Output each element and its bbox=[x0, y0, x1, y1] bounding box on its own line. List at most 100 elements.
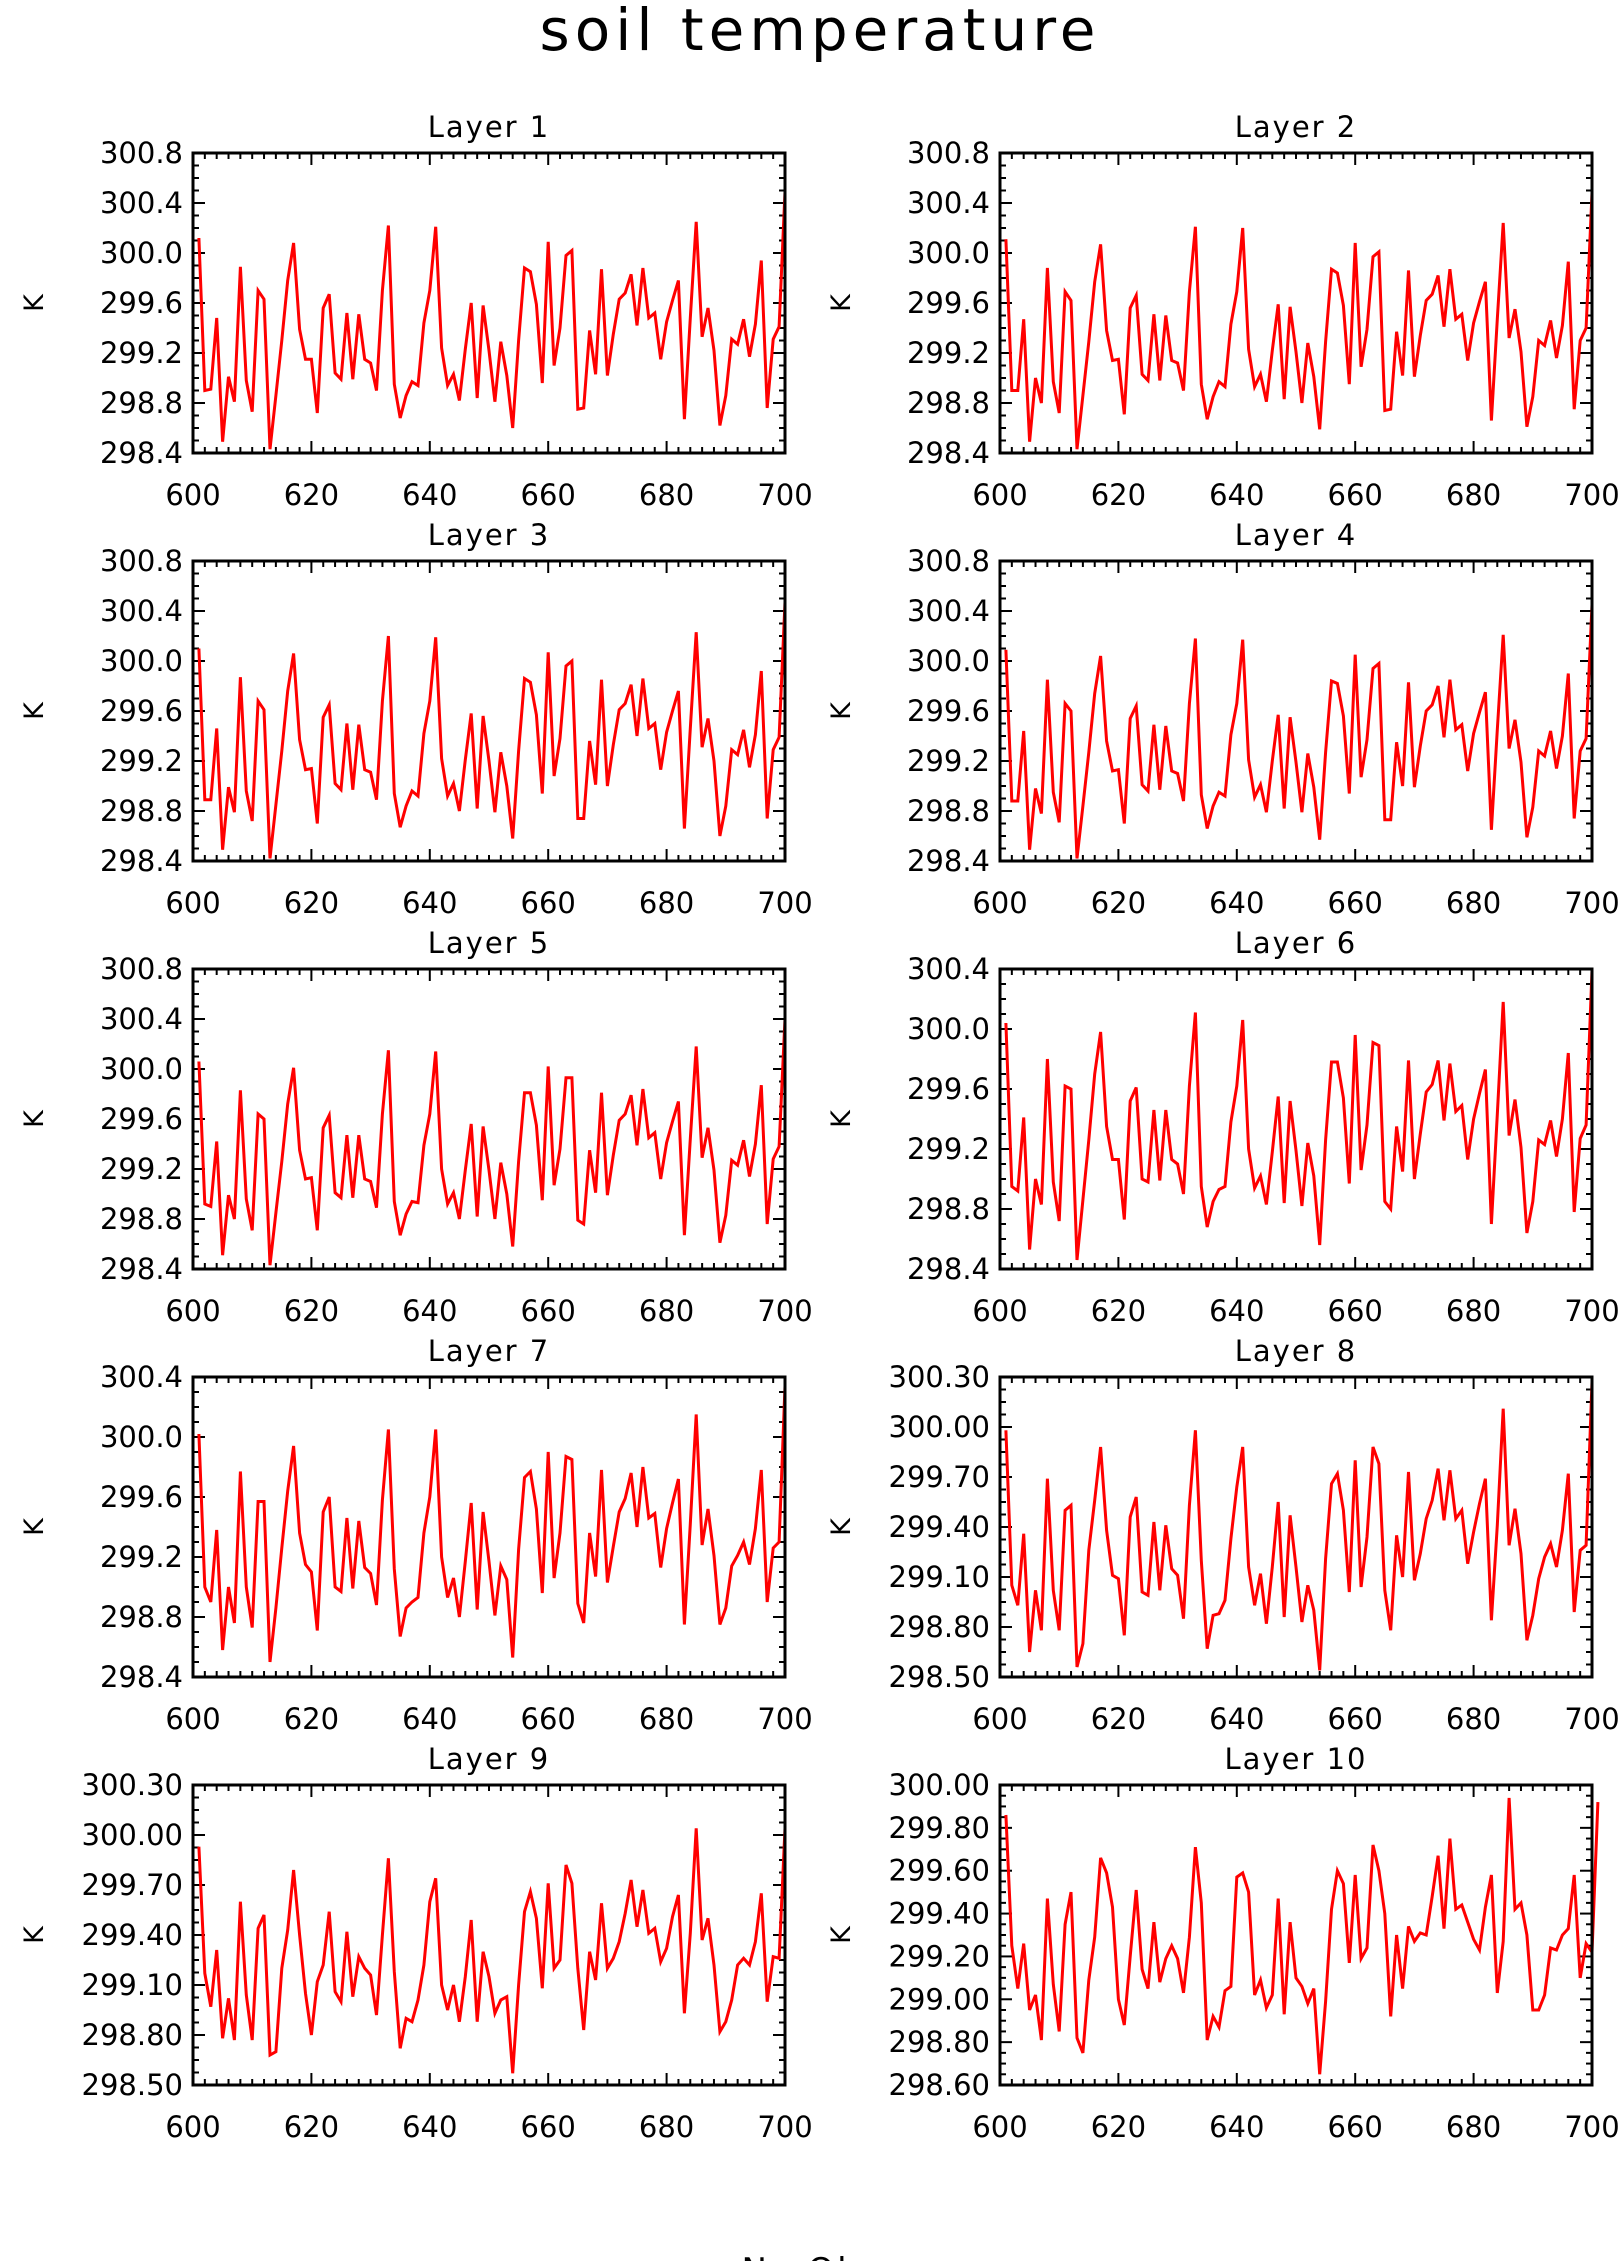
y-axis-label: K bbox=[826, 1925, 857, 1944]
panel-title: Layer 2 bbox=[1235, 110, 1358, 144]
y-tick-label: 300.8 bbox=[100, 952, 183, 986]
y-tick-label: 298.80 bbox=[889, 1610, 990, 1644]
y-axis-label: K bbox=[826, 1109, 857, 1128]
x-tick-label: 640 bbox=[1209, 886, 1264, 920]
y-tick-label: 300.4 bbox=[100, 1002, 183, 1036]
panel-title: Layer 4 bbox=[1235, 518, 1358, 552]
x-tick-label: 660 bbox=[1328, 1702, 1383, 1736]
x-tick-label: 660 bbox=[521, 1702, 576, 1736]
panel-title: Layer 7 bbox=[428, 1334, 551, 1368]
y-tick-label: 300.0 bbox=[100, 644, 183, 678]
y-tick-label: 299.6 bbox=[907, 694, 990, 728]
y-tick-label: 300.8 bbox=[100, 544, 183, 578]
x-tick-label: 680 bbox=[639, 886, 694, 920]
y-tick-label: 299.10 bbox=[82, 1968, 183, 2002]
x-tick-label: 640 bbox=[402, 2110, 457, 2144]
y-axis-label: K bbox=[19, 1517, 50, 1536]
series-line bbox=[1004, 604, 1594, 859]
x-tick-label: 680 bbox=[1446, 886, 1501, 920]
y-tick-label: 299.40 bbox=[82, 1918, 183, 1952]
y-tick-label: 298.8 bbox=[100, 386, 183, 420]
x-tick-label: 680 bbox=[639, 1702, 694, 1736]
y-axis-label: K bbox=[19, 1925, 50, 1944]
panel-title: Layer 1 bbox=[428, 110, 551, 144]
y-tick-label: 300.0 bbox=[100, 1420, 183, 1454]
y-tick-label: 299.6 bbox=[907, 1072, 990, 1106]
x-tick-label: 600 bbox=[972, 2110, 1027, 2144]
y-axis-label: K bbox=[826, 293, 857, 312]
x-tick-label: 700 bbox=[1564, 1294, 1619, 1328]
y-axis-label: K bbox=[826, 701, 857, 720]
series-line bbox=[1004, 1797, 1600, 2075]
series-line bbox=[197, 1018, 787, 1266]
y-tick-label: 299.2 bbox=[907, 336, 990, 370]
y-tick-label: 299.2 bbox=[100, 336, 183, 370]
x-tick-label: 600 bbox=[972, 1294, 1027, 1328]
y-tick-label: 300.00 bbox=[889, 1768, 990, 1802]
y-tick-label: 299.20 bbox=[889, 1939, 990, 1973]
y-tick-label: 300.8 bbox=[907, 136, 990, 170]
y-tick-label: 298.80 bbox=[82, 2018, 183, 2052]
y-tick-label: 298.8 bbox=[100, 794, 183, 828]
y-tick-label: 300.0 bbox=[100, 1052, 183, 1086]
y-tick-label: 300.4 bbox=[100, 1360, 183, 1394]
x-tick-label: 620 bbox=[284, 886, 339, 920]
y-tick-label: 298.8 bbox=[907, 1192, 990, 1226]
x-axis-label: No Obs bbox=[741, 2251, 882, 2261]
y-tick-label: 300.4 bbox=[100, 186, 183, 220]
plot-frame bbox=[998, 151, 1594, 455]
y-axis-label: K bbox=[19, 701, 50, 720]
y-tick-label: 299.10 bbox=[889, 1560, 990, 1594]
y-tick-label: 299.70 bbox=[82, 1868, 183, 1902]
x-tick-label: 620 bbox=[284, 1294, 339, 1328]
y-tick-label: 300.30 bbox=[889, 1360, 990, 1394]
y-tick-label: 298.8 bbox=[100, 1600, 183, 1634]
y-axis-label: K bbox=[826, 1517, 857, 1536]
y-tick-label: 300.0 bbox=[100, 236, 183, 270]
x-tick-label: 700 bbox=[1564, 886, 1619, 920]
x-tick-label: 660 bbox=[1328, 1294, 1383, 1328]
figure-title: soil temperature bbox=[540, 0, 1101, 64]
x-tick-label: 640 bbox=[402, 1702, 457, 1736]
plot-frame bbox=[191, 1375, 787, 1679]
y-tick-label: 299.40 bbox=[889, 1510, 990, 1544]
x-tick-label: 600 bbox=[165, 2110, 220, 2144]
panel-title: Layer 10 bbox=[1225, 1742, 1368, 1776]
x-tick-label: 640 bbox=[402, 478, 457, 512]
x-tick-label: 700 bbox=[757, 2110, 812, 2144]
x-tick-label: 680 bbox=[639, 478, 694, 512]
x-tick-label: 660 bbox=[1328, 2110, 1383, 2144]
x-tick-label: 640 bbox=[1209, 1294, 1264, 1328]
panel-title: Layer 5 bbox=[428, 926, 551, 960]
plot-frame bbox=[998, 967, 1594, 1271]
x-tick-label: 620 bbox=[1091, 2110, 1146, 2144]
x-tick-label: 620 bbox=[284, 1702, 339, 1736]
x-tick-label: 600 bbox=[165, 886, 220, 920]
y-tick-label: 298.80 bbox=[889, 2025, 990, 2059]
y-tick-label: 299.2 bbox=[100, 744, 183, 778]
series-line bbox=[197, 602, 787, 859]
chart-panel-layer-2: Layer 2 K 600 620 640 660 680 700 298.4 298.8 299.… bbox=[826, 110, 1620, 512]
y-tick-label: 300.8 bbox=[907, 544, 990, 578]
x-tick-label: 600 bbox=[165, 478, 220, 512]
y-tick-label: 298.4 bbox=[907, 436, 990, 470]
plot-frame bbox=[191, 1783, 787, 2087]
y-tick-label: 298.4 bbox=[100, 1660, 183, 1694]
y-tick-label: 298.8 bbox=[907, 794, 990, 828]
x-tick-label: 700 bbox=[757, 1702, 812, 1736]
y-tick-label: 300.4 bbox=[907, 952, 990, 986]
x-tick-label: 620 bbox=[1091, 478, 1146, 512]
x-tick-label: 620 bbox=[284, 478, 339, 512]
chart-panel-layer-7: Layer 7 K 600 620 640 660 680 700 298.4 298.8 299.… bbox=[19, 1334, 813, 1736]
y-tick-label: 299.6 bbox=[100, 1480, 183, 1514]
chart-panel-layer-5: Layer 5 K 600 620 640 660 680 700 298.4 298.8 299.… bbox=[19, 926, 813, 1328]
x-tick-label: 660 bbox=[521, 2110, 576, 2144]
x-tick-label: 700 bbox=[1564, 1702, 1619, 1736]
x-tick-label: 620 bbox=[1091, 1702, 1146, 1736]
series-line bbox=[1004, 192, 1594, 450]
series-line bbox=[197, 191, 787, 450]
y-tick-label: 299.2 bbox=[907, 744, 990, 778]
x-tick-label: 680 bbox=[1446, 1702, 1501, 1736]
y-tick-label: 299.70 bbox=[889, 1460, 990, 1494]
x-tick-label: 700 bbox=[757, 1294, 812, 1328]
